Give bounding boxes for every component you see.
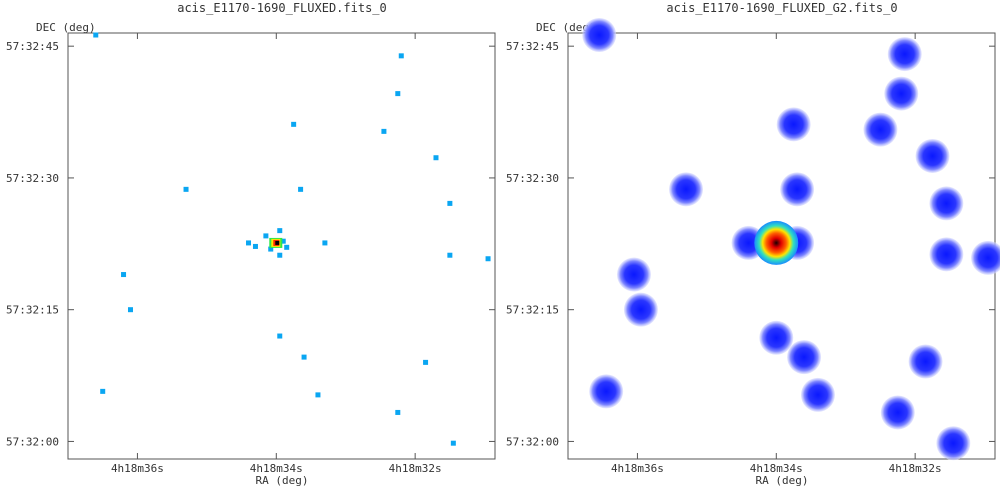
data-point: [381, 128, 387, 134]
data-point: [127, 307, 133, 313]
chart-title: acis_E1170-1690_FLUXED_G2.fits_0: [666, 1, 897, 15]
y-tick-label: 57:32:30: [506, 172, 559, 185]
y-tick-label: 57:32:15: [506, 304, 559, 317]
data-point: [246, 240, 252, 246]
data-point: [398, 53, 404, 59]
data-point: [268, 246, 274, 252]
data-point: [450, 440, 456, 446]
data-point: [776, 107, 811, 142]
data-point: [880, 395, 915, 430]
data-point: [887, 37, 922, 72]
data-point: [315, 392, 321, 398]
data-point: [447, 252, 453, 258]
chart-title: acis_E1170-1690_FLUXED.fits_0: [177, 1, 387, 15]
x-tick-label: 4h18m34s: [250, 462, 303, 475]
data-point: [252, 243, 258, 249]
data-point: [759, 320, 794, 355]
data-point: [929, 186, 964, 221]
y-tick-label: 57:32:15: [6, 304, 59, 317]
core-peak: [754, 220, 799, 265]
data-point: [485, 256, 491, 262]
x-tick-label: 4h18m36s: [611, 462, 664, 475]
y-axis-label: DEC (deg): [36, 21, 96, 34]
y-axis: 57:32:45 57:32:30 57:32:15 57:32:00: [506, 40, 559, 448]
data-point: [971, 240, 1000, 275]
core-peak: [275, 240, 280, 245]
data-point: [589, 374, 624, 409]
y-axis-label: DEC (deg): [536, 21, 596, 34]
y-tick-label: 57:32:45: [6, 40, 59, 53]
data-point: [121, 272, 127, 278]
data-point: [623, 292, 658, 327]
data-point: [395, 409, 401, 415]
data-point: [929, 237, 964, 272]
data-point: [863, 112, 898, 147]
data-point: [884, 76, 919, 111]
data-point: [616, 257, 651, 292]
data-point: [298, 186, 304, 192]
data-point: [582, 18, 617, 52]
data-point: [277, 252, 283, 258]
data-point: [277, 228, 283, 234]
x-axis-label: RA (deg): [256, 474, 309, 487]
data-point: [669, 172, 704, 207]
data-point: [277, 333, 283, 339]
data-point: [787, 340, 822, 375]
data-point: [291, 121, 297, 127]
y-tick-label: 57:32:30: [6, 172, 59, 185]
data-point: [322, 240, 328, 246]
data-point: [433, 155, 439, 161]
data-point: [263, 233, 269, 239]
x-axis-label: RA (deg): [756, 474, 809, 487]
x-tick-label: 4h18m36s: [111, 462, 164, 475]
x-tick-label: 4h18m32s: [389, 462, 442, 475]
y-tick-label: 57:32:45: [506, 40, 559, 53]
data-point: [100, 388, 106, 394]
y-tick-label: 57:32:00: [6, 435, 59, 448]
chart-panel-right: acis_E1170-1690_FLUXED_G2.fits_0 DEC (de…: [506, 1, 1000, 487]
data-marks: [68, 32, 495, 459]
x-axis: 4h18m36s 4h18m34s 4h18m32s: [111, 462, 442, 475]
data-point: [780, 172, 815, 207]
data-point: [93, 32, 99, 38]
x-tick-label: 4h18m34s: [750, 462, 803, 475]
y-tick-label: 57:32:00: [506, 435, 559, 448]
data-point: [908, 344, 943, 379]
data-point: [280, 238, 286, 244]
data-point: [183, 186, 189, 192]
data-point: [301, 354, 307, 360]
chart-panel-left: acis_E1170-1690_FLUXED.fits_0 DEC (deg) …: [6, 1, 496, 487]
x-tick-label: 4h18m32s: [889, 462, 942, 475]
data-point: [936, 426, 971, 461]
data-point: [800, 377, 835, 412]
data-point: [447, 200, 453, 206]
data-point: [423, 359, 429, 365]
y-axis: 57:32:45 57:32:30 57:32:15 57:32:00: [6, 40, 59, 448]
data-point: [395, 91, 401, 97]
data-point: [284, 244, 290, 250]
x-axis: 4h18m36s 4h18m34s 4h18m32s: [611, 462, 942, 475]
data-marks: [568, 18, 1000, 461]
data-point: [915, 138, 950, 173]
